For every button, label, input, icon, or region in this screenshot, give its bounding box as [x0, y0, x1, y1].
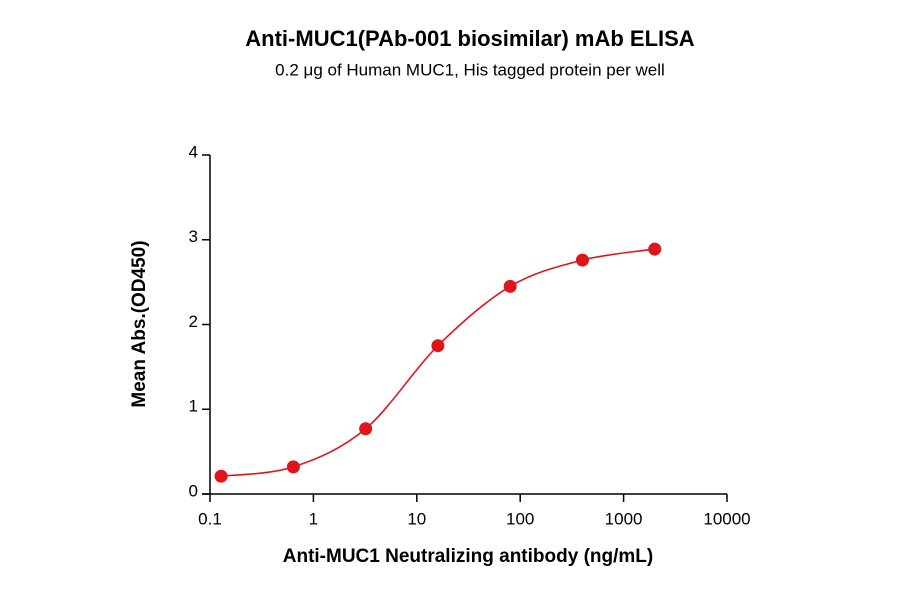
- x-tick-label: 100: [506, 509, 534, 528]
- fit-curve: [220, 248, 655, 477]
- x-tick-label: 10: [407, 509, 426, 528]
- y-axis-label: Mean Abs.(OD450): [129, 240, 150, 407]
- data-point: [575, 253, 589, 267]
- y-tick-label: 0: [189, 481, 198, 500]
- chart-subtitle: 0.2 μg of Human MUC1, His tagged protein…: [275, 60, 665, 79]
- data-point: [214, 469, 228, 483]
- x-tick-label: 10000: [703, 509, 750, 528]
- x-tick-label: 1: [309, 509, 318, 528]
- chart-title: Anti-MUC1(PAb-001 biosimilar) mAb ELISA: [245, 26, 695, 51]
- y-tick-label: 4: [189, 142, 198, 161]
- x-axis-label: Anti-MUC1 Neutralizing antibody (ng/mL): [283, 546, 653, 567]
- y-tick-label: 3: [189, 227, 198, 246]
- x-tick-label: 0.1: [198, 509, 222, 528]
- data-point: [503, 279, 517, 293]
- y-tick-label: 2: [189, 312, 198, 331]
- data-point: [431, 339, 445, 353]
- data-point: [648, 242, 662, 256]
- x-tick-label: 1000: [605, 509, 643, 528]
- data-point: [286, 460, 300, 474]
- data-point: [359, 422, 373, 436]
- y-tick-label: 1: [189, 397, 198, 416]
